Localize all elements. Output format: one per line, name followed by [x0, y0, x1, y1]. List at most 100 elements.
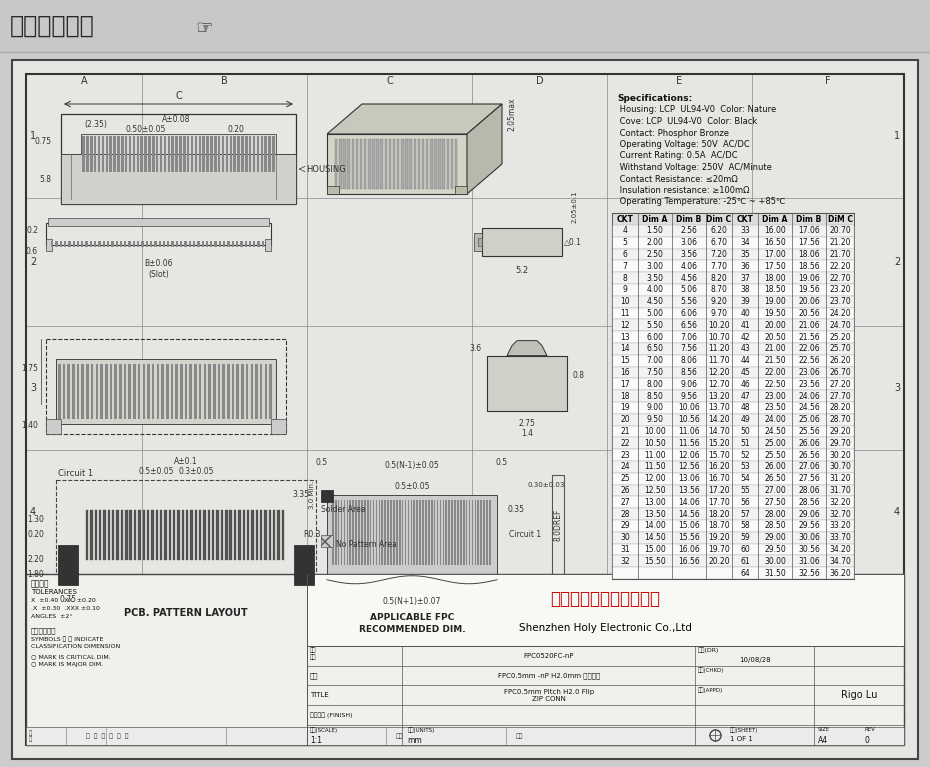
Bar	[269, 510, 271, 560]
Bar	[486, 500, 487, 565]
Bar	[430, 139, 432, 189]
Text: 31.70: 31.70	[830, 486, 851, 495]
Bar	[193, 241, 195, 247]
Bar	[91, 364, 93, 419]
Text: 审核(CHKD): 审核(CHKD)	[698, 667, 724, 673]
Bar	[392, 139, 395, 189]
Text: Insulation resistance: ≥100mΩ: Insulation resistance: ≥100mΩ	[617, 186, 750, 195]
Bar	[99, 241, 100, 247]
Bar	[26, 74, 904, 745]
Bar	[405, 500, 406, 565]
Text: 50: 50	[740, 427, 750, 436]
Bar	[110, 136, 112, 172]
Bar	[405, 139, 407, 189]
Text: 19.06: 19.06	[798, 274, 820, 282]
Text: 19: 19	[620, 403, 630, 413]
Text: 44: 44	[740, 356, 750, 365]
Text: 11.70: 11.70	[708, 356, 730, 365]
Text: R0.3: R0.3	[303, 530, 321, 539]
Text: 29.06: 29.06	[798, 509, 820, 518]
Text: D: D	[536, 733, 543, 743]
Bar	[160, 510, 163, 560]
Bar	[612, 402, 854, 413]
Text: 3: 3	[30, 383, 36, 393]
Text: 30: 30	[620, 533, 630, 542]
Bar	[94, 241, 97, 247]
Bar	[612, 343, 854, 354]
Bar	[335, 500, 337, 565]
Bar	[140, 136, 143, 172]
Bar	[161, 364, 164, 419]
Text: 24.06: 24.06	[798, 391, 820, 400]
Text: 32: 32	[620, 557, 630, 566]
Text: 19.20: 19.20	[708, 533, 730, 542]
Text: 18.50: 18.50	[764, 285, 786, 295]
Bar	[96, 364, 99, 419]
Bar	[481, 500, 482, 565]
Text: 6.06: 6.06	[681, 309, 698, 318]
Bar	[612, 249, 854, 260]
Polygon shape	[507, 341, 547, 356]
Bar	[194, 364, 197, 419]
Bar	[426, 139, 429, 189]
Text: 18.00: 18.00	[764, 274, 786, 282]
Bar	[261, 241, 264, 247]
Bar	[141, 241, 143, 247]
Bar	[221, 136, 224, 172]
Text: 检验尺寸标示: 检验尺寸标示	[31, 627, 57, 634]
Text: 31.06: 31.06	[798, 557, 820, 566]
Text: 9.06: 9.06	[681, 380, 698, 389]
Text: 5.50: 5.50	[646, 321, 663, 330]
Text: 23.70: 23.70	[830, 297, 851, 306]
Bar	[114, 364, 117, 419]
Text: 8.0DREF: 8.0DREF	[553, 509, 563, 541]
Bar	[223, 241, 225, 247]
Bar	[67, 364, 70, 419]
Text: 31.20: 31.20	[830, 474, 851, 483]
Text: 11.56: 11.56	[678, 439, 699, 448]
Text: DiM C: DiM C	[828, 215, 853, 223]
Bar	[203, 136, 205, 172]
Text: 25.00: 25.00	[764, 439, 786, 448]
Bar	[226, 136, 228, 172]
Bar	[176, 241, 178, 247]
Bar	[428, 500, 430, 565]
Bar	[171, 136, 174, 172]
Text: 49: 49	[740, 415, 750, 424]
Bar	[612, 378, 854, 390]
Bar	[189, 241, 191, 247]
Bar	[612, 284, 854, 296]
Text: 56: 56	[740, 498, 750, 507]
Bar	[448, 500, 450, 565]
Bar	[163, 241, 166, 247]
Text: 16.50: 16.50	[764, 238, 786, 247]
Bar	[156, 136, 158, 172]
Text: 51: 51	[740, 439, 750, 448]
Text: 2: 2	[894, 257, 900, 267]
Bar	[372, 139, 375, 189]
Bar	[128, 136, 131, 172]
Text: 12: 12	[620, 321, 630, 330]
Bar	[236, 364, 239, 419]
Bar	[86, 510, 88, 560]
Bar	[232, 364, 234, 419]
Bar	[133, 136, 135, 172]
Bar	[0, 0, 930, 52]
Bar	[259, 364, 262, 419]
Text: 13.70: 13.70	[708, 403, 730, 413]
Text: A: A	[81, 733, 87, 743]
Text: CKT: CKT	[737, 215, 753, 223]
Text: ○ MARK IS CRITICAL DIM.: ○ MARK IS CRITICAL DIM.	[31, 654, 111, 659]
Bar	[215, 241, 217, 247]
Bar	[259, 510, 262, 560]
Bar	[61, 154, 296, 204]
Bar	[128, 364, 131, 419]
Text: Dim A: Dim A	[763, 215, 788, 223]
Text: 11.06: 11.06	[678, 427, 699, 436]
Text: 2.20: 2.20	[27, 555, 44, 565]
Bar	[218, 136, 220, 172]
Text: RECOMMENDED DIM.: RECOMMENDED DIM.	[359, 625, 465, 634]
Bar	[422, 500, 424, 565]
Text: HOUSING: HOUSING	[306, 164, 346, 173]
Text: 7.56: 7.56	[681, 344, 698, 354]
